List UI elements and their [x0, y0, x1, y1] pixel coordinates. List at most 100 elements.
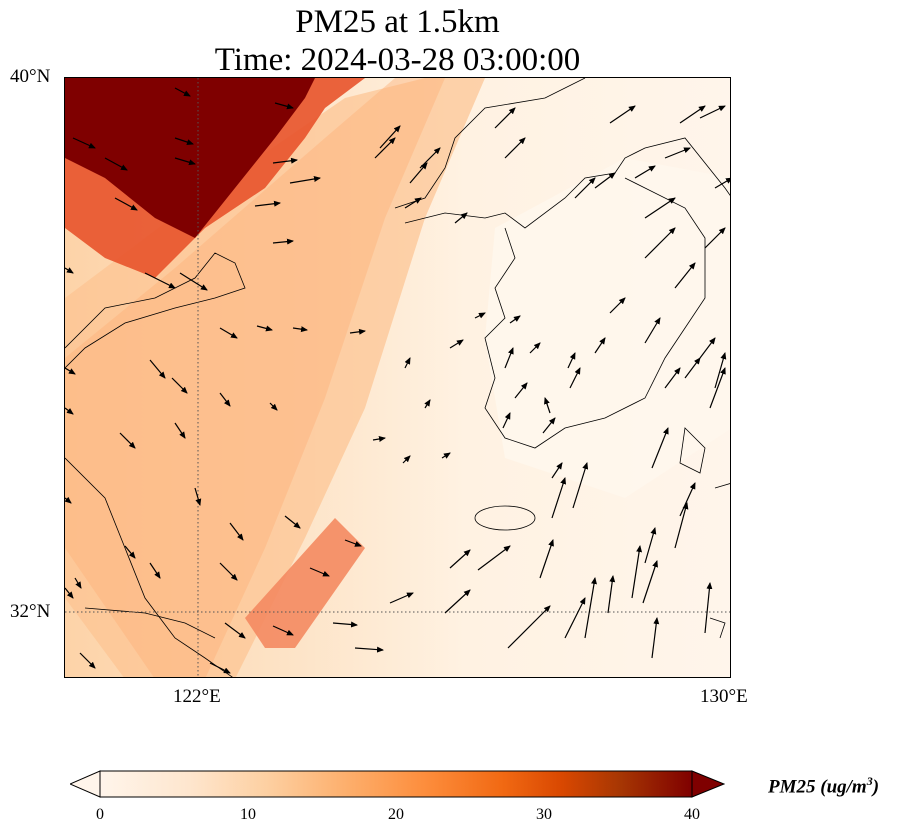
- coastlines: [65, 78, 730, 677]
- wind-vector-arrow: [651, 617, 660, 659]
- wind-vector-arrow: [444, 589, 471, 614]
- wind-vector-arrow: [354, 646, 384, 653]
- wind-vector-arrow: [594, 172, 616, 189]
- wind-vector-arrow: [284, 515, 301, 529]
- wind-vector-arrow: [529, 342, 541, 354]
- wind-vector-arrow: [644, 197, 676, 219]
- wind-vector-arrow: [389, 592, 414, 604]
- wind-vector-arrow: [309, 567, 330, 577]
- wind-vector-arrow: [651, 427, 669, 469]
- colorbar-tick-10: 10: [240, 806, 256, 823]
- wind-vector-arrow: [631, 545, 643, 599]
- wind-vector-arrow: [289, 176, 321, 184]
- wind-vector-arrow: [272, 157, 298, 164]
- pm25-field-low: [485, 158, 730, 498]
- wind-vector-arrow: [65, 407, 74, 415]
- wind-vector-arrow: [664, 147, 691, 159]
- wind-vector-arrow: [174, 137, 194, 145]
- wind-vector-arrow: [584, 577, 597, 639]
- colorbar-gradient: [99, 770, 693, 798]
- wind-vector-arrow: [572, 462, 589, 509]
- lon-tick-label-130e: 130°E: [700, 686, 748, 707]
- wind-vector-arrow: [174, 87, 191, 97]
- lat-tick-label-40n: 40°N: [10, 66, 51, 87]
- wind-vector-arrow: [209, 662, 231, 674]
- wind-vector-arrow: [514, 382, 528, 399]
- wind-vector-arrow: [174, 422, 186, 439]
- wind-vector-arrow: [269, 402, 278, 411]
- wind-vector-arrow: [642, 560, 658, 604]
- wind-vector-arrow: [664, 367, 681, 389]
- colorbar-tick-0: 0: [96, 806, 104, 823]
- wind-vector-arrow: [219, 327, 238, 339]
- wind-vector-arrow: [494, 107, 516, 129]
- wind-vector-arrow: [219, 392, 231, 407]
- wind-vector-arrow: [594, 337, 606, 354]
- wind-vector-arrow: [72, 137, 96, 149]
- wind-vector-arrow: [564, 597, 586, 639]
- wind-vector-arrow: [684, 357, 701, 379]
- pm25-plume-core: [65, 78, 315, 238]
- yangtze-estuary: [84, 607, 216, 639]
- jeju-island: [474, 505, 536, 531]
- wind-vector-arrow: [149, 562, 161, 579]
- wind-vector-arrow: [171, 377, 188, 394]
- wind-vector-arrow: [709, 367, 726, 409]
- chart-title-line2: Time: 2024-03-28 03:00:00: [214, 42, 581, 78]
- wind-vector-arrow: [349, 328, 366, 335]
- wind-vector-arrow: [194, 487, 202, 506]
- wind-vector-arrow: [544, 397, 551, 414]
- pm25-band-elevated: [65, 78, 445, 677]
- wind-vector-arrow: [607, 575, 616, 614]
- wind-vector-arrow: [539, 539, 554, 579]
- tsushima-island: [679, 427, 706, 474]
- lat-tick-label-32n: 32°N: [10, 601, 51, 622]
- wind-vector-arrow: [502, 412, 511, 429]
- colorbar-min-extend: [68, 770, 101, 798]
- wind-vector-arrow: [699, 105, 726, 119]
- goto-islands: [709, 617, 726, 639]
- wind-vector-arrow: [449, 549, 471, 569]
- wind-vector-arrow: [79, 652, 96, 669]
- wind-vector-arrow: [644, 527, 657, 564]
- wind-vector-arrow: [272, 625, 294, 636]
- colorbar-tick-30: 30: [536, 806, 552, 823]
- wind-vector-arrow: [114, 197, 138, 211]
- wind-vector-arrow: [509, 315, 521, 324]
- wind-vectors: [65, 87, 730, 674]
- wind-vector-arrow: [404, 197, 422, 209]
- wind-vector-arrow: [714, 352, 727, 389]
- wind-vector-arrow: [704, 227, 726, 249]
- wind-vector-arrow: [441, 452, 451, 459]
- colorbar-svg: [68, 770, 726, 798]
- wind-vector-arrow: [449, 339, 464, 349]
- wind-vector-arrow: [124, 545, 136, 559]
- liaodong-coastline: [394, 78, 586, 209]
- wind-vector-arrow: [179, 272, 208, 291]
- wind-vector-arrow: [65, 367, 76, 375]
- wind-vector-arrow: [424, 399, 431, 409]
- wind-vector-arrow: [714, 177, 730, 189]
- wind-vector-arrow: [419, 147, 441, 169]
- kyushu-coastline: [714, 483, 730, 489]
- wind-vector-arrow: [609, 105, 636, 124]
- wind-vector-arrow: [65, 267, 74, 274]
- wind-vector-arrow: [219, 562, 238, 581]
- wind-vector-arrow: [609, 297, 626, 314]
- wind-vector-arrow: [404, 357, 411, 369]
- wind-vector-arrow: [119, 432, 136, 449]
- wind-vector-arrow: [174, 157, 196, 166]
- chart-title-line1: PM25 at 1.5km: [295, 4, 500, 40]
- wind-vector-arrow: [644, 227, 676, 259]
- north-korea-coastline: [404, 137, 730, 229]
- wind-vector-arrow: [474, 312, 486, 319]
- wind-vector-arrow: [372, 436, 386, 442]
- wind-vector-arrow: [374, 137, 396, 159]
- wind-vector-arrow: [551, 477, 566, 519]
- colorbar-tick-20: 20: [388, 806, 404, 823]
- wind-vector-arrow: [229, 522, 244, 541]
- wind-vector-arrow: [504, 137, 526, 159]
- map-panel: [64, 77, 731, 678]
- jiangsu-coastline: [65, 457, 233, 677]
- wind-vector-arrow: [292, 326, 308, 333]
